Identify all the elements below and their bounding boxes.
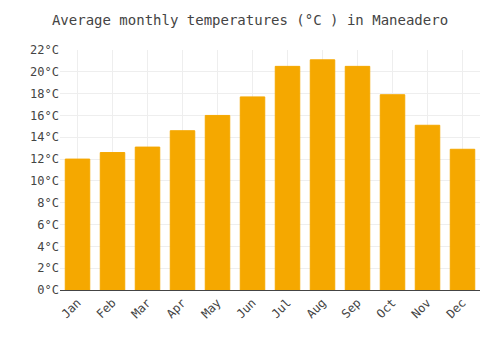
svg-text:Jan: Jan <box>59 296 84 321</box>
svg-text:8°C: 8°C <box>37 196 59 210</box>
svg-text:16°C: 16°C <box>30 109 59 123</box>
svg-text:2°C: 2°C <box>37 261 59 275</box>
svg-text:May: May <box>199 296 224 321</box>
svg-text:12°C: 12°C <box>30 152 59 166</box>
svg-text:Apr: Apr <box>164 296 189 321</box>
svg-text:20°C: 20°C <box>30 65 59 79</box>
svg-text:Oct: Oct <box>374 296 399 321</box>
svg-text:18°C: 18°C <box>30 87 59 101</box>
svg-text:Nov: Nov <box>409 296 434 321</box>
svg-text:Mar: Mar <box>129 296 154 321</box>
svg-text:0°C: 0°C <box>37 283 59 297</box>
svg-text:Aug: Aug <box>304 296 329 321</box>
svg-text:10°C: 10°C <box>30 174 59 188</box>
svg-text:22°C: 22°C <box>30 43 59 57</box>
svg-text:6°C: 6°C <box>37 218 59 232</box>
svg-text:Jul: Jul <box>269 296 294 321</box>
svg-text:Dec: Dec <box>444 296 469 321</box>
svg-text:14°C: 14°C <box>30 130 59 144</box>
svg-text:4°C: 4°C <box>37 240 59 254</box>
svg-text:Feb: Feb <box>94 296 119 321</box>
svg-text:Average monthly temperatures (: Average monthly temperatures (°C ) in Ma… <box>52 12 448 28</box>
svg-text:Jun: Jun <box>234 296 259 321</box>
svg-text:Sep: Sep <box>339 296 364 321</box>
